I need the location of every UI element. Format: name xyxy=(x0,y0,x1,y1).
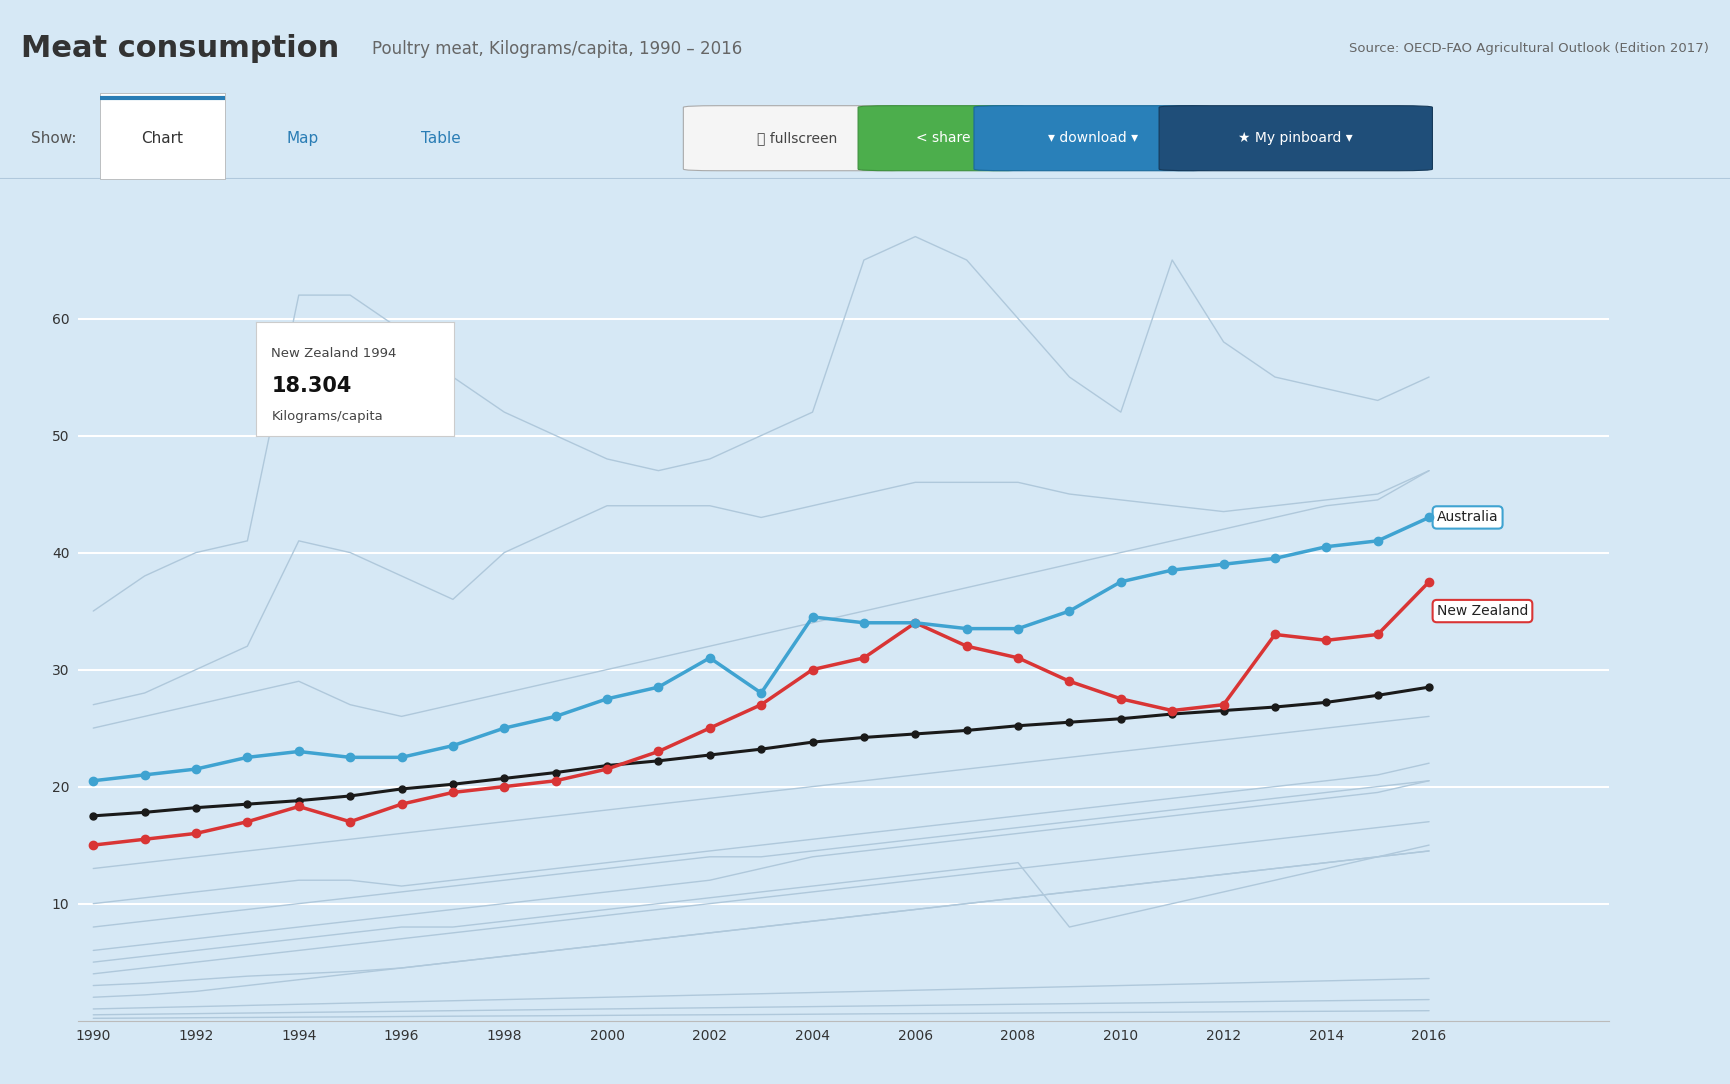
Text: < share: < share xyxy=(915,131,971,145)
Text: Australia: Australia xyxy=(1438,511,1498,525)
Text: 18.304: 18.304 xyxy=(272,376,351,397)
Text: ⛶ fullscreen: ⛶ fullscreen xyxy=(758,131,837,145)
Text: Chart: Chart xyxy=(142,131,183,145)
FancyBboxPatch shape xyxy=(858,105,1028,170)
Text: ▾ download ▾: ▾ download ▾ xyxy=(1048,131,1138,145)
Text: Kilograms/capita: Kilograms/capita xyxy=(272,411,382,424)
Text: New Zealand 1994: New Zealand 1994 xyxy=(272,347,396,360)
FancyBboxPatch shape xyxy=(974,105,1213,170)
Text: Map: Map xyxy=(287,131,318,145)
Text: ★ My pinboard ▾: ★ My pinboard ▾ xyxy=(1239,131,1353,145)
Text: Meat consumption: Meat consumption xyxy=(21,35,339,63)
Text: Poultry meat, Kilograms/capita, 1990 – 2016: Poultry meat, Kilograms/capita, 1990 – 2… xyxy=(372,40,742,57)
Text: Show:: Show: xyxy=(31,131,76,145)
Text: Source: OECD-FAO Agricultural Outlook (Edition 2017): Source: OECD-FAO Agricultural Outlook (E… xyxy=(1349,42,1709,55)
Text: Table: Table xyxy=(422,131,460,145)
Text: New Zealand: New Zealand xyxy=(1438,604,1528,618)
FancyBboxPatch shape xyxy=(100,93,225,179)
FancyBboxPatch shape xyxy=(683,105,912,170)
FancyBboxPatch shape xyxy=(1159,105,1432,170)
